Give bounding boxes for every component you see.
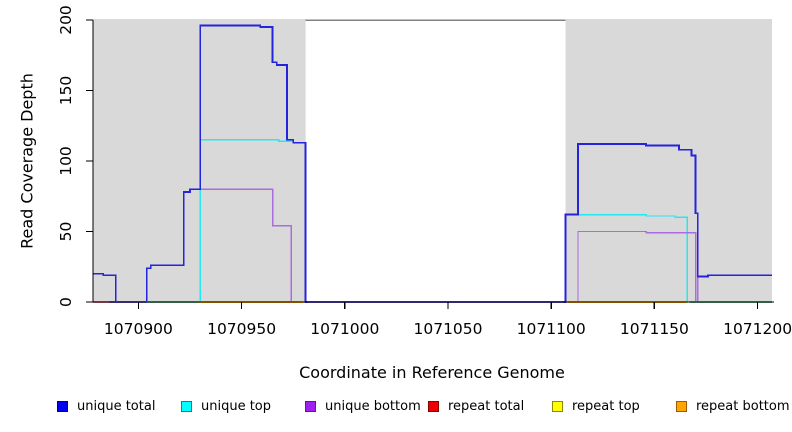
svg-text:1071200: 1071200 (723, 320, 792, 338)
y-axis-title: Read Coverage Depth (17, 73, 37, 249)
svg-text:50: 50 (57, 222, 75, 242)
x-axis-title: Coordinate in Reference Genome (299, 363, 565, 382)
svg-text:1071000: 1071000 (310, 320, 379, 338)
svg-text:1071150: 1071150 (620, 320, 689, 338)
svg-text:1071050: 1071050 (413, 320, 482, 338)
svg-text:150: 150 (57, 76, 75, 106)
svg-text:0: 0 (57, 297, 75, 307)
svg-text:200: 200 (57, 5, 75, 35)
svg-text:100: 100 (57, 146, 75, 176)
svg-text:1070950: 1070950 (207, 320, 276, 338)
svg-text:1070900: 1070900 (104, 320, 173, 338)
svg-text:1071100: 1071100 (517, 320, 586, 338)
